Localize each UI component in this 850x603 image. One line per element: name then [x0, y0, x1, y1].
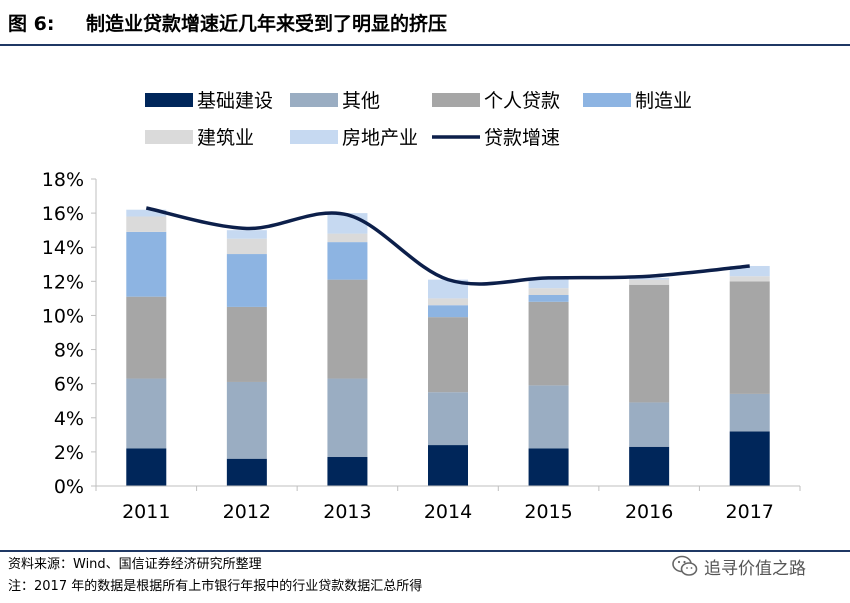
bar-segment-personal [226, 306, 267, 382]
legend-swatch-manufacturing [583, 93, 631, 107]
bar-segment-infrastructure [126, 448, 167, 486]
bar-segment-manufacturing [327, 242, 368, 280]
y-tick-label: 16% [42, 203, 84, 225]
bar-segment-other [226, 381, 267, 459]
footer-source: 资料来源：Wind、国信证券经济研究所整理 [8, 557, 262, 572]
wechat-icon [672, 555, 698, 577]
legend-label-personal: 个人贷款 [484, 90, 560, 112]
bar-segment-real_estate [528, 277, 569, 289]
x-tick-label: 2012 [223, 501, 271, 523]
bar-segment-infrastructure [428, 445, 468, 486]
x-tick-label: 2011 [122, 501, 170, 523]
bar-segment-construction [729, 276, 770, 282]
bar-segment-construction [528, 288, 569, 295]
legend-swatch-other [290, 93, 338, 107]
bar-segment-personal [629, 284, 670, 403]
y-tick-label: 14% [42, 237, 84, 259]
bar-segment-personal [729, 281, 770, 394]
bar-segment-manufacturing [528, 294, 569, 302]
bar-segment-personal [126, 296, 167, 379]
y-tick-label: 8% [54, 340, 84, 362]
bar-segment-construction [126, 216, 167, 232]
bar-segment-manufacturing [428, 305, 468, 318]
bar-segment-other [528, 385, 569, 449]
footer-note: 注：2017 年的数据是根据所有上市银行年报中的行业贷款数据汇总所得 [8, 579, 423, 594]
bar-segment-other [327, 378, 368, 458]
legend-label-other: 其他 [342, 90, 380, 112]
title-bar: 图 6: 制造业贷款增速近几年来受到了明显的挤压 [0, 0, 850, 46]
bar-segment-personal [528, 301, 569, 386]
legend-label-growth_line: 贷款增速 [484, 127, 560, 149]
bar-segment-real_estate [126, 209, 167, 217]
y-tick-label: 10% [42, 305, 84, 327]
bars [126, 209, 770, 486]
bar-segment-construction [428, 298, 468, 306]
legend-swatch-construction [145, 130, 193, 144]
figure-title: 制造业贷款增速近几年来受到了明显的挤压 [86, 13, 448, 35]
y-tick-label: 6% [54, 374, 84, 396]
bar-segment-manufacturing [126, 231, 167, 297]
legend-swatch-real_estate [290, 130, 338, 144]
figure-label: 图 6: [8, 13, 55, 35]
watermark: 追寻价值之路 [672, 553, 806, 579]
x-tick-label: 2014 [424, 501, 472, 523]
bar-segment-infrastructure [226, 458, 267, 486]
bar-segment-construction [629, 279, 670, 285]
bar-segment-other [629, 402, 670, 447]
bar-segment-infrastructure [528, 448, 569, 486]
bar-segment-personal [428, 317, 468, 393]
legend-swatch-infrastructure [145, 93, 193, 107]
growth-line [145, 206, 750, 286]
bar-segment-other [428, 392, 468, 446]
bar-segment-infrastructure [327, 457, 368, 486]
bar-segment-construction [226, 238, 267, 255]
x-tick-label: 2016 [625, 501, 673, 523]
legend-label-real_estate: 房地产业 [342, 127, 418, 149]
bar-segment-personal [327, 279, 368, 379]
bar-segment-real_estate [629, 277, 670, 280]
y-tick-label: 12% [42, 271, 84, 293]
y-tick-label: 2% [54, 442, 84, 464]
y-tick-label: 4% [54, 408, 84, 430]
x-tick-label: 2017 [726, 501, 774, 523]
bar-segment-manufacturing [226, 254, 267, 307]
bar-segment-infrastructure [629, 446, 670, 486]
legend-label-infrastructure: 基础建设 [197, 90, 273, 112]
legend-label-manufacturing: 制造业 [635, 90, 692, 112]
footer-divider [0, 550, 850, 552]
x-tick-label: 2015 [524, 501, 572, 523]
x-tick-label: 2013 [323, 501, 371, 523]
bar-segment-infrastructure [729, 431, 770, 486]
legend-swatch-personal [432, 93, 480, 107]
bar-segment-construction [327, 233, 368, 243]
y-axis: 0% 2% 4% 6% 8% 10% 12% 14% 16% 18% [42, 169, 97, 498]
watermark-text: 追寻价值之路 [704, 558, 806, 579]
y-tick-label: 0% [54, 476, 84, 498]
bar-segment-other [729, 393, 770, 432]
x-axis: 2011 2012 2013 2014 2015 2016 2017 [95, 485, 801, 523]
growth-line-layer [145, 206, 750, 286]
legend-label-construction: 建筑业 [197, 127, 254, 149]
bar-segment-real_estate [428, 279, 468, 299]
bar-segment-real_estate [226, 230, 267, 239]
bar-segment-real_estate [729, 265, 770, 277]
bar-segment-other [126, 378, 167, 449]
y-tick-label: 18% [42, 169, 84, 191]
